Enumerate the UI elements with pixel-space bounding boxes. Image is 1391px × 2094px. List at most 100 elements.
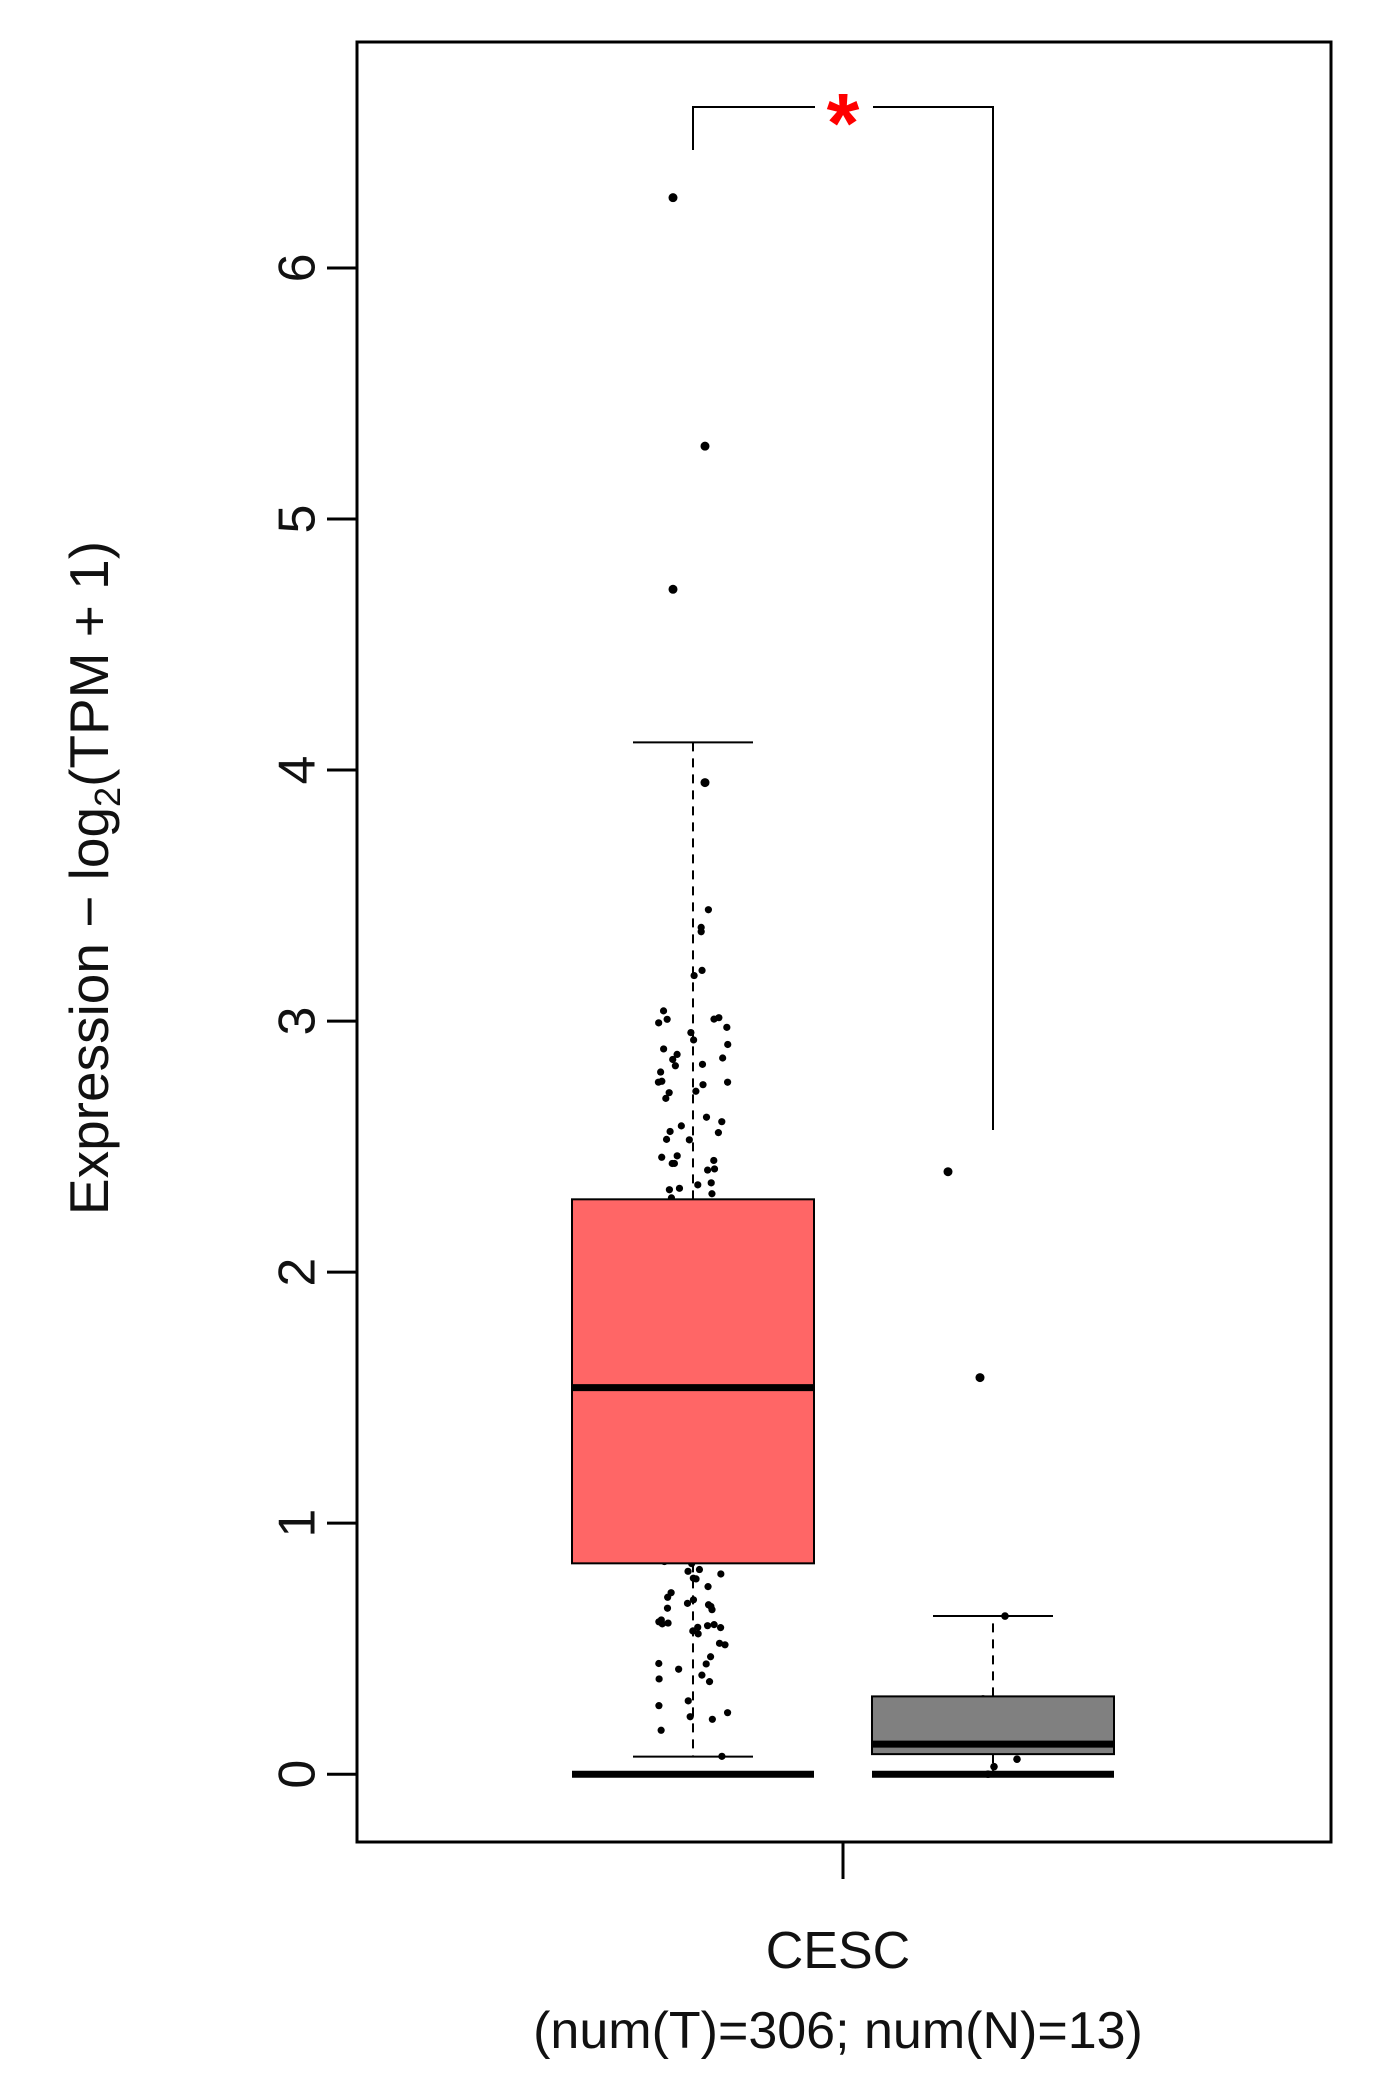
jitter-point-T bbox=[699, 1081, 707, 1089]
jitter-point-T bbox=[684, 1697, 692, 1705]
outlier-point-T-0 bbox=[668, 193, 678, 203]
jitter-point-T bbox=[654, 1078, 663, 1086]
jitter-point-T bbox=[673, 1050, 681, 1059]
jitter-point-T bbox=[684, 1567, 692, 1575]
y-tick-label-4: 4 bbox=[269, 756, 327, 785]
jitter-point-T bbox=[662, 1094, 670, 1102]
jitter-point-T bbox=[707, 1602, 715, 1611]
outlier-point-N-0 bbox=[943, 1167, 953, 1177]
plot-frame bbox=[355, 40, 1333, 1844]
jitter-point-T bbox=[677, 1122, 685, 1130]
significance-bracket-right bbox=[873, 106, 994, 1130]
outlier-point-T-1 bbox=[700, 441, 710, 451]
jitter-point-T bbox=[675, 1665, 683, 1673]
jitter-point-T bbox=[715, 1014, 723, 1022]
jitter-point-T bbox=[698, 1060, 707, 1068]
y-tick-label-5: 5 bbox=[269, 505, 327, 534]
boxes-layer bbox=[571, 741, 1115, 1778]
jitter-point-T bbox=[704, 1583, 712, 1591]
jitter-point-T bbox=[718, 1118, 726, 1126]
outlier-point-T-2 bbox=[668, 584, 678, 594]
jitter-point-T bbox=[658, 1153, 666, 1161]
jitter-point-T bbox=[683, 1599, 692, 1607]
y-axis-label-suffix: (TPM + 1) bbox=[58, 541, 120, 787]
jitter-point-T bbox=[706, 1653, 715, 1661]
outlier-point-T-3 bbox=[700, 778, 710, 788]
y-axis-label-subscript: 2 bbox=[87, 787, 128, 807]
y-tick-label-0: 0 bbox=[269, 1760, 327, 1789]
jitter-point-T bbox=[717, 1570, 725, 1578]
jitter-point-T bbox=[690, 971, 698, 980]
jitter-point-T bbox=[710, 1165, 719, 1173]
jitter-point-T bbox=[673, 1152, 681, 1160]
y-tick-label-2: 2 bbox=[269, 1258, 327, 1287]
significance-bracket-left bbox=[692, 106, 815, 150]
jitter-point-T bbox=[660, 1045, 668, 1053]
jitter-point-T bbox=[704, 906, 712, 914]
axis-layer: 0 1 2 3 4 5 6 bbox=[269, 40, 1333, 1879]
jitter-point-T bbox=[659, 1007, 668, 1015]
jitter-point-T bbox=[655, 1618, 663, 1626]
jitter-point-T bbox=[692, 1087, 700, 1095]
jitter-point-T bbox=[694, 1181, 702, 1189]
jitter-point-N bbox=[1013, 1755, 1021, 1763]
jitter-point-T bbox=[690, 1036, 698, 1044]
y-tick-label-1: 1 bbox=[269, 1509, 327, 1538]
box-T bbox=[571, 1198, 815, 1565]
jitter-point-T bbox=[695, 1565, 704, 1574]
jitter-point-T bbox=[716, 1624, 725, 1632]
jitter-point-T bbox=[692, 1575, 700, 1583]
jitter-point-T bbox=[665, 1089, 673, 1097]
jitter-point-T bbox=[655, 1675, 663, 1683]
jitter-point-T bbox=[663, 1604, 672, 1612]
jitter-point-N bbox=[990, 1762, 998, 1771]
x-category-note: (num(T)=306; num(N)=13) bbox=[533, 2002, 1143, 2060]
jitter-point-T bbox=[667, 1589, 675, 1597]
jitter-point-T bbox=[657, 1726, 665, 1734]
box-group-N bbox=[871, 1615, 1115, 1778]
jitter-point-T bbox=[686, 1713, 694, 1721]
jitter-point-T bbox=[664, 1619, 672, 1627]
jitter-point-T bbox=[702, 1660, 710, 1668]
jitter-point-T bbox=[698, 1671, 706, 1679]
jitter-point-T bbox=[657, 1068, 665, 1076]
jitter-point-T bbox=[707, 1179, 715, 1187]
jitter-point-T bbox=[714, 1129, 722, 1137]
jitter-point-T bbox=[723, 1078, 732, 1086]
jitter-point-T bbox=[703, 1166, 712, 1174]
jitter-point-T bbox=[715, 1639, 724, 1647]
jitter-point-T bbox=[719, 1054, 727, 1062]
jitter-point-T bbox=[655, 1019, 663, 1027]
y-axis-label: Expression − log2(TPM + 1) bbox=[58, 541, 128, 1215]
jitter-point-T bbox=[710, 1621, 718, 1629]
jitter-point-T bbox=[663, 1015, 671, 1023]
jitter-point-T bbox=[655, 1659, 663, 1668]
jitter-point-T bbox=[668, 1159, 676, 1168]
jitter-point-T bbox=[721, 1641, 729, 1649]
jitter-point-T bbox=[655, 1702, 663, 1710]
y-axis-label-prefix: Expression − log bbox=[58, 807, 120, 1215]
jitter-point-T bbox=[698, 966, 706, 975]
jitter-point-T bbox=[708, 1715, 716, 1723]
jitter-point-T bbox=[703, 1622, 712, 1630]
significance-star: * bbox=[827, 76, 860, 170]
jitter-point-T bbox=[705, 1678, 714, 1686]
jitter-point-T bbox=[669, 1055, 677, 1064]
jitter-point-T bbox=[666, 1127, 674, 1136]
jitter-point-T bbox=[723, 1023, 731, 1031]
jitter-point-T bbox=[694, 1623, 702, 1631]
jitter-point-T bbox=[665, 1186, 674, 1194]
outlier-point-N-1 bbox=[975, 1373, 985, 1383]
jitter-point-T bbox=[708, 1190, 716, 1198]
jitter-point-T bbox=[685, 1136, 693, 1144]
y-tick-label-6: 6 bbox=[269, 253, 327, 282]
jitter-point-T bbox=[710, 1156, 718, 1165]
jitter-point-T bbox=[723, 1709, 732, 1717]
jitter-point-T bbox=[675, 1184, 684, 1192]
jitter-point-T bbox=[697, 923, 705, 931]
jitter-point-T bbox=[671, 1062, 679, 1070]
jitter-point-T bbox=[702, 1113, 711, 1121]
jitter-point-T bbox=[662, 1135, 671, 1143]
jitter-point-T bbox=[724, 1040, 732, 1049]
y-tick-label-3: 3 bbox=[269, 1007, 327, 1036]
